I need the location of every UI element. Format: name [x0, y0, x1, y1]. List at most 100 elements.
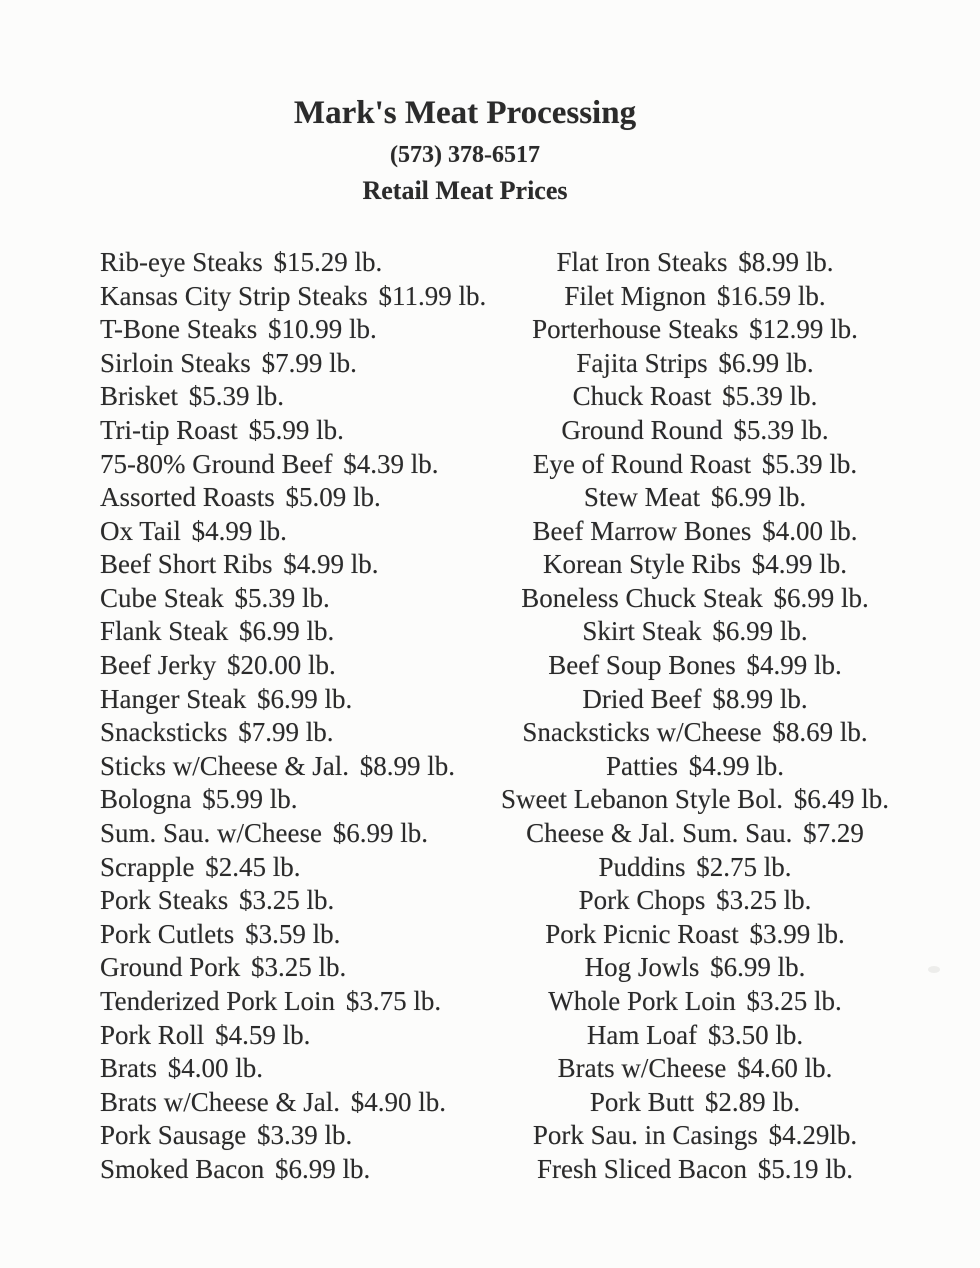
- price-column-left: Rib-eye Steaks $15.29 lb. Kansas City Stri…: [100, 246, 486, 1187]
- item-price: $4.99 lb.: [688, 750, 785, 781]
- price-row: Pork Sau. in Casings $4.29lb.: [480, 1119, 910, 1153]
- item-price: $4.60 lb.: [737, 1053, 833, 1084]
- item-name: Filet Mignon: [564, 280, 707, 311]
- price-row: Beef Jerky $20.00 lb.: [100, 649, 480, 683]
- price-row: Rib-eye Steaks $15.29 lb.: [100, 246, 480, 280]
- item-price: $4.99 lb.: [751, 549, 848, 580]
- item-price: $6.99 lb.: [710, 952, 806, 983]
- item-name: Pork Cutlets: [100, 918, 235, 949]
- price-row: Eye of Round Roast $5.39 lb.: [480, 448, 910, 482]
- item-name: Snacksticks w/Cheese: [522, 717, 762, 748]
- price-row: Whole Pork Loin $3.25 lb.: [480, 985, 910, 1019]
- item-price: $8.69 lb.: [772, 717, 868, 748]
- price-row: Pork Sausage $3.39 lb.: [100, 1119, 480, 1153]
- price-row: Tenderized Pork Loin $3.75 lb.: [100, 985, 480, 1019]
- price-row: Pork Cutlets $3.59 lb.: [100, 918, 480, 952]
- item-name: Pork Sau. in Casings: [532, 1120, 758, 1151]
- item-name: Porterhouse Steaks: [532, 314, 739, 345]
- item-price: $6.99 lb.: [257, 683, 353, 714]
- price-row: Brisket $5.39 lb.: [100, 380, 480, 414]
- item-price: $4.99 lb.: [283, 549, 379, 580]
- price-row: Sirloin Steaks $7.99 lb.: [100, 347, 480, 381]
- item-price: $6.99 lb.: [712, 616, 808, 647]
- price-row: Sticks w/Cheese & Jal. $8.99 lb.: [100, 750, 480, 784]
- item-price: $5.39 lb.: [761, 448, 858, 479]
- price-row: Patties $4.99 lb.: [480, 750, 910, 784]
- item-price: $5.39 lb.: [234, 582, 330, 613]
- list-title: Retail Meat Prices: [362, 175, 568, 205]
- price-row: Smoked Bacon $6.99 lb.: [100, 1153, 480, 1187]
- item-name: Brisket: [100, 381, 178, 412]
- price-row: 75-80% Ground Beef $4.39 lb.: [100, 448, 480, 482]
- item-name: Chuck Roast: [572, 381, 712, 412]
- item-name: Rib-eye Steaks: [100, 246, 263, 277]
- price-row: Puddins $2.75 lb.: [480, 851, 910, 885]
- item-price: $4.39 lb.: [343, 448, 439, 479]
- item-price: $4.00 lb.: [167, 1053, 264, 1084]
- item-name: Beef Soup Bones: [548, 650, 736, 681]
- item-price: $12.99 lb.: [749, 314, 858, 345]
- item-price: $3.25 lb.: [716, 885, 812, 916]
- item-price: $6.99 lb.: [239, 616, 335, 647]
- price-row: Fajita Strips $6.99 lb.: [480, 347, 910, 381]
- item-price: $7.99 lb.: [238, 717, 334, 748]
- price-row: Assorted Roasts $5.09 lb.: [100, 481, 480, 515]
- item-price: $3.25 lb.: [746, 986, 842, 1016]
- price-row: Brats $4.00 lb.: [100, 1052, 480, 1086]
- price-row: Beef Soup Bones $4.99 lb.: [480, 649, 910, 683]
- price-row: Flank Steak $6.99 lb.: [100, 615, 480, 649]
- item-name: Sweet Lebanon Style Bol.: [500, 784, 783, 815]
- sheet-header: Mark's Meat Processing (573) 378-6517 Re…: [0, 0, 930, 206]
- item-name: Patties: [605, 750, 678, 781]
- item-name: Ground Round: [561, 414, 723, 445]
- item-name: Beef Short Ribs: [100, 549, 273, 580]
- price-row: Hanger Steak $6.99 lb.: [100, 683, 480, 717]
- item-name: Flat Iron Steaks: [556, 246, 728, 277]
- price-row: Ox Tail $4.99 lb.: [100, 515, 480, 549]
- item-price: $6.99 lb.: [332, 818, 429, 849]
- item-name: Pork Steaks: [100, 885, 229, 916]
- item-price: $8.99 lb.: [359, 750, 456, 781]
- price-row: Cheese & Jal. Sum. Sau. $7.29: [480, 817, 910, 851]
- item-name: T-Bone Steaks: [100, 314, 258, 345]
- item-price: $2.75 lb.: [696, 851, 792, 882]
- item-name: Ground Pork: [100, 952, 241, 983]
- item-name: Hanger Steak: [100, 683, 247, 714]
- item-price: $3.99 lb.: [749, 918, 845, 949]
- item-price: $3.39 lb.: [257, 1120, 353, 1151]
- price-row: Brats w/Cheese $4.60 lb.: [480, 1052, 910, 1086]
- item-name: Korean Style Ribs: [542, 549, 741, 580]
- price-row: Flat Iron Steaks $8.99 lb.: [480, 246, 910, 280]
- item-name: Pork Butt: [589, 1086, 695, 1117]
- item-price: $5.99 lb.: [202, 784, 298, 815]
- item-price: $8.99 lb.: [738, 246, 834, 277]
- item-price: $20.00 lb.: [227, 650, 336, 681]
- price-row: Stew Meat $6.99 lb.: [480, 481, 910, 515]
- item-name: Boneless Chuck Steak: [521, 582, 763, 613]
- price-row: Korean Style Ribs $4.99 lb.: [480, 548, 910, 582]
- item-price: $5.39 lb.: [722, 381, 818, 412]
- item-price: $6.99 lb.: [275, 1153, 371, 1184]
- price-row: Scrapple $2.45 lb.: [100, 851, 480, 885]
- item-price: $8.99 lb.: [712, 683, 808, 714]
- item-price: $4.99 lb.: [746, 650, 842, 681]
- item-price: $4.90 lb.: [350, 1086, 447, 1117]
- price-row: Brats w/Cheese & Jal. $4.90 lb.: [100, 1086, 480, 1120]
- price-list: Rib-eye Steaks $15.29 lb. Kansas City Stri…: [0, 246, 980, 1187]
- item-name: Sum. Sau. w/Cheese: [100, 818, 322, 849]
- item-name: Skirt Steak: [582, 616, 702, 647]
- item-price: $4.29lb.: [768, 1120, 858, 1151]
- item-price: $4.99 lb.: [191, 515, 287, 546]
- item-name: Tenderized Pork Loin: [100, 986, 336, 1016]
- item-price: $15.29 lb.: [273, 246, 383, 277]
- price-row: Ham Loaf $3.50 lb.: [480, 1019, 910, 1053]
- item-name: Sticks w/Cheese & Jal.: [100, 750, 349, 781]
- price-row: Dried Beef $8.99 lb.: [480, 683, 910, 717]
- item-price: $7.99 lb.: [261, 347, 357, 378]
- item-price: $3.75 lb.: [345, 986, 442, 1016]
- item-price: $6.99 lb.: [718, 347, 814, 378]
- price-row: Snacksticks $7.99 lb.: [100, 716, 480, 750]
- item-name: Fresh Sliced Bacon: [536, 1153, 747, 1184]
- item-price: $5.19 lb.: [757, 1153, 854, 1184]
